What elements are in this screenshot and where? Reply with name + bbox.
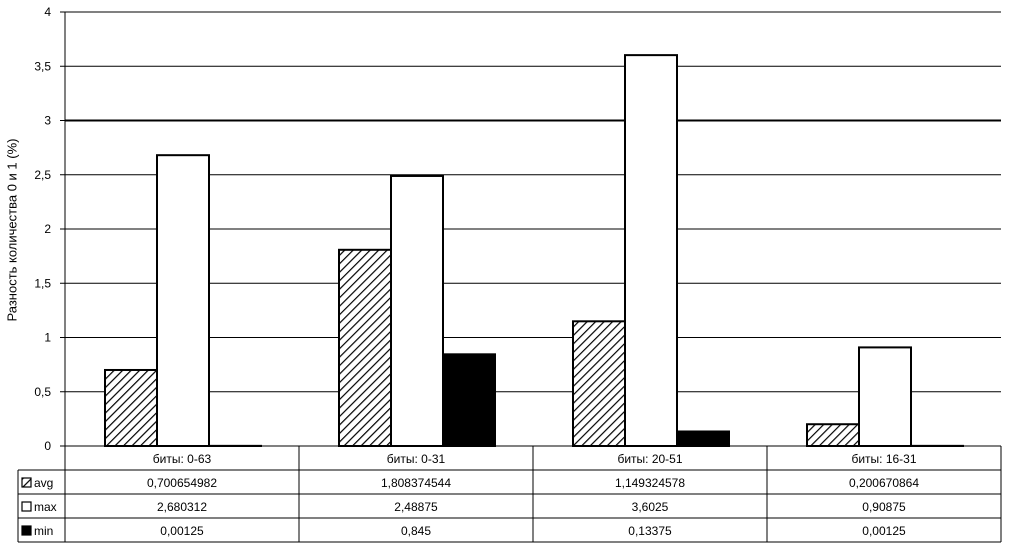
data-label-max: 3,6025 — [632, 500, 669, 514]
bar-avg — [338, 248, 392, 447]
y-tick-label: 1 — [44, 331, 51, 345]
data-label-min: 0,00125 — [160, 524, 204, 538]
bar-avg — [806, 423, 860, 447]
legend-label-min: min — [34, 524, 53, 538]
data-table: биты: 0-63 биты: 0-31 биты: 20-51 биты: 16-… — [17, 445, 1002, 543]
data-label-avg: 0,200670864 — [849, 476, 919, 490]
bar-max — [390, 174, 444, 448]
y-tick-label: 0,5 — [34, 385, 51, 399]
y-tick-label: 3,5 — [34, 59, 51, 73]
bar-max — [156, 154, 210, 447]
bar-max — [624, 54, 678, 447]
legend-key-max — [21, 501, 32, 512]
data-label-max: 2,680312 — [157, 500, 207, 514]
legend-key-min — [21, 525, 32, 536]
y-tick-label: 1,5 — [34, 276, 51, 290]
data-label-avg: 1,808374544 — [381, 476, 451, 490]
y-tick-labels: 0 0,5 1 1,5 2 2,5 3 3,5 4 — [34, 5, 51, 453]
y-tick-label: 2 — [44, 222, 51, 236]
data-label-max: 0,90875 — [862, 500, 906, 514]
data-label-min: 0,845 — [401, 524, 431, 538]
bar-max — [858, 346, 912, 448]
bar-min — [442, 353, 496, 448]
category-label: биты: 20-51 — [617, 452, 682, 466]
legend-label-avg: avg — [34, 476, 53, 490]
bar-avg — [104, 368, 158, 448]
y-tick-label: 0 — [44, 439, 51, 453]
bar-min — [676, 430, 730, 448]
bars — [104, 54, 964, 448]
data-label-avg: 0,700654982 — [147, 476, 217, 490]
data-label-max: 2,48875 — [394, 500, 438, 514]
data-label-min: 0,00125 — [862, 524, 906, 538]
gridlines — [65, 11, 1001, 393]
y-axis-label: Разность количества 0 и 1 (%) — [4, 138, 20, 322]
category-label: биты: 0-63 — [153, 452, 212, 466]
legend-label-max: max — [34, 500, 57, 514]
y-tick-label: 3 — [44, 114, 51, 128]
bar-avg — [572, 320, 626, 447]
data-label-min: 0,13375 — [628, 524, 672, 538]
legend-key-avg — [21, 477, 32, 488]
data-label-avg: 1,149324578 — [615, 476, 685, 490]
category-label: биты: 16-31 — [851, 452, 916, 466]
y-tick-label: 2,5 — [34, 168, 51, 182]
y-tick-label: 4 — [44, 5, 51, 19]
category-label: биты: 0-31 — [387, 452, 446, 466]
